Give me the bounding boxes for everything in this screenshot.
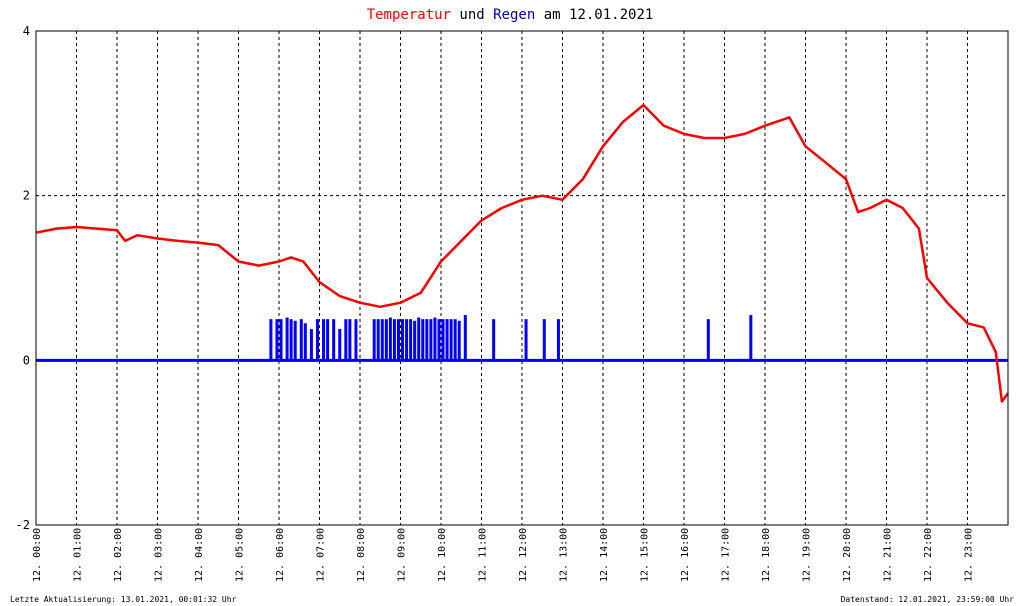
- rain-bar: [556, 319, 560, 361]
- x-tick-label: 12. 16:00: [680, 528, 691, 582]
- rain-bar: [269, 319, 273, 361]
- x-tick-label: 12. 10:00: [437, 528, 448, 582]
- x-tick-label: 12. 05:00: [235, 528, 246, 582]
- rain-bar: [279, 319, 283, 361]
- rain-bar: [392, 319, 396, 361]
- rain-bar: [437, 319, 441, 361]
- x-tick-label: 12. 19:00: [802, 528, 813, 582]
- x-tick-label: 12. 02:00: [113, 528, 124, 582]
- rain-bar: [433, 317, 437, 361]
- rain-bar: [338, 329, 342, 361]
- title-temperature: Temperatur: [367, 7, 451, 23]
- rain-bar: [425, 319, 429, 361]
- rain-bar: [285, 317, 289, 361]
- rain-bar: [322, 319, 326, 361]
- rain-bar: [396, 319, 400, 361]
- rain-bar: [275, 319, 279, 361]
- y-tick-label: 0: [23, 353, 30, 367]
- rain-bar: [413, 320, 417, 361]
- rain-bar: [315, 319, 319, 361]
- temperature-line: [35, 103, 1010, 403]
- rain-bar: [453, 319, 457, 361]
- x-tick-label: 12. 23:00: [964, 528, 975, 582]
- y-tick-labels: 4 2 0 -2: [16, 24, 30, 532]
- rain-bar: [421, 319, 425, 361]
- x-tick-label: 12. 11:00: [478, 528, 489, 582]
- rain-bar: [332, 319, 336, 361]
- grid-lines: [36, 31, 1008, 525]
- title-regen: Regen: [493, 7, 535, 23]
- x-tick-label: 12. 21:00: [883, 528, 894, 582]
- x-tick-label: 12. 12:00: [518, 528, 529, 582]
- plot-frame: [35, 30, 1009, 526]
- rain-bar: [706, 319, 710, 361]
- rain-bar: [299, 319, 303, 361]
- x-tick-label: 12. 13:00: [559, 528, 570, 582]
- x-tick-label: 12. 04:00: [194, 528, 205, 582]
- x-tick-label: 12. 00:00: [32, 528, 43, 582]
- footer-last-update: Letzte Aktualisierung: 13.01.2021, 00:01…: [10, 595, 237, 604]
- x-tick-label: 12. 20:00: [842, 528, 853, 582]
- x-tick-labels: 12. 00:00 12. 01:00 12. 02:00 12. 03:00 12. …: [32, 528, 975, 582]
- x-tick-label: 12. 08:00: [356, 528, 367, 582]
- rain-bar: [429, 319, 433, 361]
- rain-bar: [449, 319, 453, 361]
- rain-bar: [417, 317, 421, 361]
- x-tick-label: 12. 06:00: [275, 528, 286, 582]
- x-tick-label: 12. 15:00: [640, 528, 651, 582]
- rain-bar: [348, 319, 352, 361]
- rain-bar: [388, 317, 392, 361]
- chart-title: Temperatur und Regen am 12.01.2021: [367, 7, 654, 23]
- x-tick-label: 12. 03:00: [154, 528, 165, 582]
- rain-bar: [384, 319, 388, 361]
- y-tick-label: 4: [23, 24, 30, 38]
- rain-series: [269, 315, 753, 361]
- rain-bar: [380, 319, 384, 361]
- rain-bar: [524, 319, 528, 361]
- rain-bar: [289, 319, 293, 361]
- rain-bar: [405, 319, 409, 361]
- x-tick-label: 12. 07:00: [316, 528, 327, 582]
- rain-bar: [401, 319, 405, 361]
- footer-data-status: Datenstand: 12.01.2021, 23:59:00 Uhr: [841, 595, 1015, 604]
- rain-bar: [749, 315, 753, 361]
- title-und: und: [451, 7, 493, 23]
- x-tick-label: 12. 17:00: [721, 528, 732, 582]
- x-tick-label: 12. 14:00: [599, 528, 610, 582]
- rain-bar: [441, 319, 445, 361]
- rain-bar: [354, 319, 358, 361]
- rain-bar: [293, 320, 297, 361]
- x-tick-label: 12. 09:00: [397, 528, 408, 582]
- x-tick-label: 12. 22:00: [923, 528, 934, 582]
- x-tick-label: 12. 18:00: [761, 528, 772, 582]
- title-date: am 12.01.2021: [535, 7, 653, 23]
- x-tick-label: 12. 01:00: [73, 528, 84, 582]
- rain-bar: [309, 329, 313, 361]
- rain-bar: [463, 315, 467, 361]
- rain-bar: [492, 319, 496, 361]
- y-tick-label: -2: [16, 518, 30, 532]
- rain-bar: [409, 319, 413, 361]
- rain-bar: [542, 319, 546, 361]
- rain-bar: [344, 319, 348, 361]
- rain-bar: [445, 319, 449, 361]
- y-tick-label: 2: [23, 189, 30, 203]
- rain-bar: [326, 319, 330, 361]
- rain-bar: [303, 323, 307, 361]
- rain-bar: [376, 319, 380, 361]
- rain-bar: [457, 320, 461, 361]
- rain-bar: [372, 319, 376, 361]
